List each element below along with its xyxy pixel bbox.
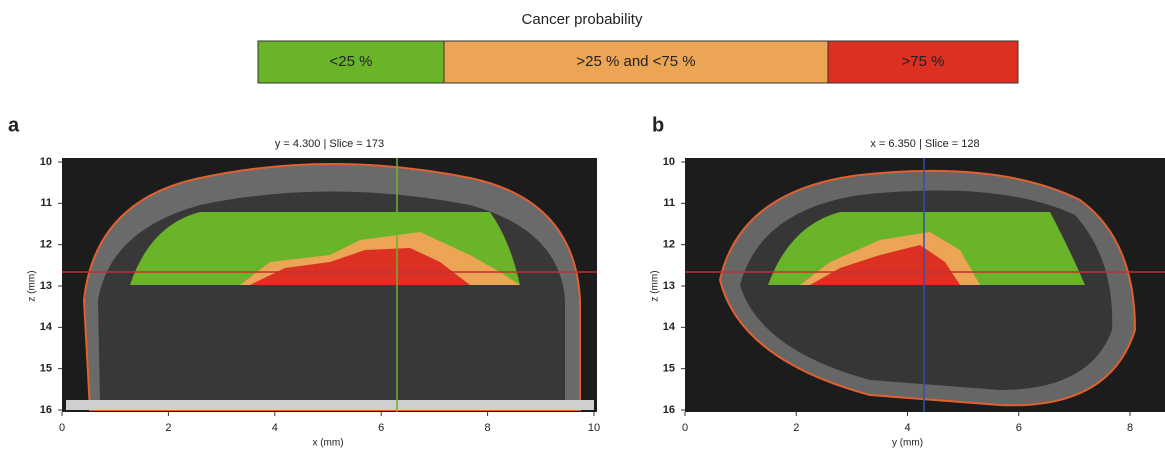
y-tick-label: 11 xyxy=(663,197,675,209)
y-tick-label: 14 xyxy=(663,321,676,333)
y-axis-label: z (mm) xyxy=(650,270,661,301)
y-axis-label: z (mm) xyxy=(27,270,38,301)
x-tick-label: 6 xyxy=(378,422,384,434)
ultrasound-image-b xyxy=(685,158,1165,412)
legend-swatch xyxy=(443,40,829,84)
y-tick-label: 10 xyxy=(40,156,52,168)
y-tick-label: 11 xyxy=(40,197,52,209)
y-tick-label: 12 xyxy=(40,239,52,251)
y-tick-label: 13 xyxy=(663,280,675,292)
panel-label: a xyxy=(8,114,20,136)
legend: <25 % >25 % and <75 % >75 % xyxy=(257,40,1019,84)
y-tick-label: 10 xyxy=(663,156,675,168)
y-tick-label: 16 xyxy=(663,404,675,416)
legend-swatch xyxy=(827,40,1019,84)
x-tick-label: 4 xyxy=(272,422,278,434)
axes: a y = 4.300 | Slice = 173 0 2 4 6 8 10 10 11 12 13 1… xyxy=(8,114,1133,448)
y-tick-label: 16 xyxy=(40,404,52,416)
y-tick-label: 12 xyxy=(663,239,675,251)
x-axis-label: y (mm) xyxy=(892,438,923,449)
y-tick-label: 14 xyxy=(40,321,53,333)
x-tick-label: 10 xyxy=(588,422,600,434)
x-tick-label: 6 xyxy=(1016,422,1022,434)
ultrasound-image-a xyxy=(62,158,597,412)
x-axis-label: x (mm) xyxy=(312,438,343,449)
legend-label: >25 % and <75 % xyxy=(576,53,695,70)
x-tick-label: 0 xyxy=(59,422,65,434)
panel-label: b xyxy=(652,114,664,136)
x-tick-label: 8 xyxy=(1127,422,1133,434)
y-tick-label: 15 xyxy=(40,363,52,375)
y-tick-label: 15 xyxy=(663,363,675,375)
legend-label: <25 % xyxy=(330,53,373,70)
x-tick-label: 4 xyxy=(904,422,910,434)
panel-title: x = 6.350 | Slice = 128 xyxy=(870,138,979,150)
panel-title: y = 4.300 | Slice = 173 xyxy=(275,138,384,150)
legend-label: >75 % xyxy=(902,53,945,70)
y-tick-label: 13 xyxy=(40,280,52,292)
legend-title: Cancer probability xyxy=(522,11,643,28)
x-tick-label: 8 xyxy=(485,422,491,434)
x-tick-label: 2 xyxy=(165,422,171,434)
legend-swatch xyxy=(257,40,445,84)
x-tick-label: 0 xyxy=(682,422,688,434)
x-tick-label: 2 xyxy=(793,422,799,434)
